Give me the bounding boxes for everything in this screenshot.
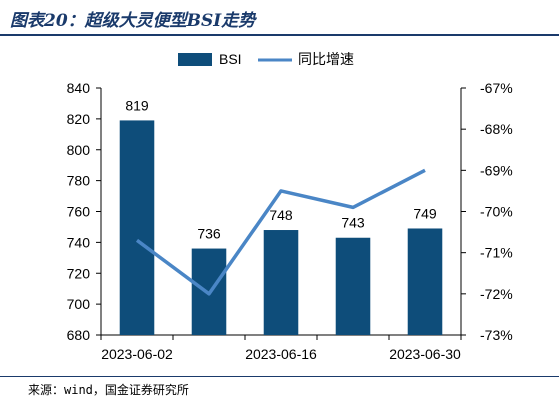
title-divider	[0, 34, 559, 36]
y-left-tick-label: 840	[67, 80, 91, 96]
bar-data-label: 748	[269, 207, 293, 223]
bar-bsi	[263, 230, 299, 335]
y-right-tick-label: -72%	[480, 286, 513, 302]
y-left-tick-label: 780	[67, 173, 91, 189]
y-left-tick-label: 720	[67, 265, 91, 281]
bar-bsi	[407, 228, 443, 335]
x-tick-label: 2023-06-16	[245, 346, 317, 362]
x-tick-label: 2023-06-02	[101, 346, 173, 362]
bar-data-label: 736	[197, 226, 221, 242]
y-left-tick-label: 740	[67, 234, 91, 250]
y-left-tick-label: 680	[67, 327, 91, 343]
data-labels: 819 736 748 743 749	[125, 97, 437, 241]
footer-divider	[0, 376, 559, 377]
yoy-line	[135, 168, 426, 296]
legend-swatch-bsi	[178, 53, 212, 66]
y-right-tick-label: -69%	[480, 162, 513, 178]
legend-label-bsi: BSI	[219, 51, 242, 67]
bar-data-label: 743	[341, 215, 365, 231]
bar-data-label: 749	[413, 205, 437, 221]
y-right-tick-label: -68%	[480, 121, 513, 137]
y-right-tick-label: -70%	[480, 204, 513, 220]
page-title: 图表20：超级大灵便型BSI走势	[10, 11, 256, 31]
bar-data-label: 819	[125, 97, 149, 113]
source-note: 来源：wind，国金证券研究所	[28, 383, 189, 397]
y-left-tick-label: 820	[67, 111, 91, 127]
y-left-tick-label: 800	[67, 142, 91, 158]
legend-label-yoy: 同比增速	[298, 51, 354, 67]
y-right-tick-label: -71%	[480, 245, 513, 261]
bar-bsi	[119, 120, 155, 335]
legend: BSI 同比增速	[178, 51, 354, 67]
axes: 680 700 720 740 760 780 800 820 840 -73% -72% -71% -…	[67, 80, 513, 362]
bar-bsi	[335, 237, 371, 335]
y-left-tick-label: 700	[67, 296, 91, 312]
y-right-tick-label: -73%	[480, 327, 513, 343]
y-left-tick-label: 760	[67, 204, 91, 220]
line-series-yoy	[135, 168, 426, 296]
y-right-tick-label: -67%	[480, 80, 513, 96]
x-tick-label: 2023-06-30	[389, 346, 461, 362]
bars	[119, 120, 443, 335]
